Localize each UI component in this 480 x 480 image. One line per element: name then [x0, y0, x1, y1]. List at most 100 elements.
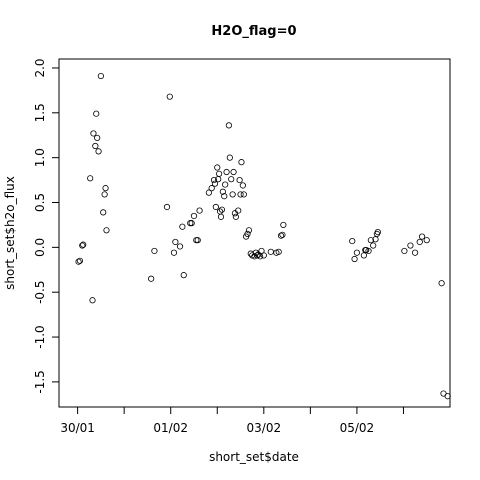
data-point [194, 237, 201, 244]
data-point [172, 238, 179, 246]
data-point [76, 257, 84, 264]
data-point [244, 230, 251, 237]
data-point [236, 176, 243, 184]
data-point [101, 191, 108, 198]
data-point [238, 159, 245, 166]
data-point [365, 247, 372, 255]
y-axis: -1.5 -1.0 -0.5 0.0 0.5 1.0 1.5 2.0 [33, 58, 59, 394]
data-point [225, 122, 232, 129]
data-point [208, 185, 215, 192]
data-point [102, 185, 109, 192]
y-tick-label: -1.0 [33, 325, 47, 348]
data-point [196, 207, 203, 214]
data-point [216, 170, 223, 177]
data-point [226, 154, 233, 161]
y-tick-label: 0.5 [33, 193, 47, 212]
data-point [180, 272, 187, 279]
y-tick-label: 1.5 [33, 103, 47, 122]
data-point [214, 164, 221, 171]
data-point [423, 237, 430, 244]
x-axis: 30/01 01/02 03/02 05/02 [60, 407, 404, 435]
data-point [374, 229, 381, 236]
x-tick-label: 01/02 [153, 421, 188, 435]
x-tick-label: 05/02 [340, 421, 375, 435]
data-point [232, 213, 239, 220]
data-point [163, 203, 171, 211]
data-point [79, 242, 86, 249]
data-point [235, 207, 242, 214]
y-axis-label: short_set$h2o_flux [3, 176, 17, 290]
data-point [211, 180, 219, 187]
data-point [95, 148, 102, 155]
data-point [151, 247, 158, 255]
data-point [254, 252, 261, 259]
data-point [237, 191, 244, 198]
data-point [188, 220, 195, 227]
data-point [217, 213, 225, 220]
data-point [97, 72, 104, 80]
data-point [93, 110, 100, 117]
data-point [218, 206, 226, 213]
data-point [229, 191, 236, 198]
data-point [75, 258, 82, 265]
data-point [166, 93, 173, 100]
data-point [416, 238, 423, 246]
data-point [176, 243, 184, 250]
data-point [353, 249, 361, 256]
data-point [351, 255, 358, 263]
data-point [280, 221, 287, 229]
data-point [401, 247, 408, 255]
data-point [267, 248, 274, 255]
data-point [438, 280, 445, 287]
data-point [444, 393, 451, 400]
data-point [279, 231, 286, 238]
data-point [349, 237, 356, 245]
data-point [87, 175, 94, 182]
data-point [275, 248, 282, 255]
data-point [212, 203, 219, 211]
data-point [277, 232, 285, 239]
y-tick-label: -0.5 [33, 280, 47, 303]
data-points [75, 72, 451, 400]
y-tick-label: 1.0 [33, 148, 47, 167]
data-point [205, 189, 212, 196]
data-point [179, 223, 186, 230]
data-point [230, 168, 237, 176]
data-point [228, 176, 235, 183]
y-tick-label: 2.0 [33, 58, 47, 77]
y-tick-label: -1.5 [33, 370, 47, 393]
data-point [239, 182, 246, 189]
data-point [411, 249, 419, 256]
data-point [245, 227, 253, 234]
data-point [92, 142, 99, 150]
data-point [210, 176, 218, 184]
chart-title: H2O_flag=0 [211, 24, 296, 39]
x-tick-label: 30/01 [60, 421, 95, 435]
data-point [94, 134, 101, 142]
data-point [89, 297, 96, 304]
y-tick-label: 0.0 [33, 238, 47, 257]
data-point [418, 233, 426, 240]
data-point [222, 181, 229, 188]
data-point [260, 252, 267, 259]
data-point [367, 237, 374, 244]
data-point [219, 188, 226, 195]
data-point [221, 193, 228, 200]
data-point [103, 227, 110, 234]
data-point [370, 242, 377, 249]
data-point [170, 249, 178, 256]
data-point [80, 241, 87, 248]
data-point [360, 252, 367, 259]
data-point [148, 275, 155, 282]
data-point [100, 209, 107, 216]
data-point [240, 191, 247, 198]
x-tick-label: 03/02 [247, 421, 282, 435]
x-axis-label: short_set$date [209, 450, 299, 464]
data-point [407, 242, 414, 249]
data-point [190, 212, 198, 220]
data-point [223, 168, 230, 176]
data-point [90, 130, 97, 137]
data-point [247, 250, 254, 257]
plot-frame [58, 58, 451, 408]
